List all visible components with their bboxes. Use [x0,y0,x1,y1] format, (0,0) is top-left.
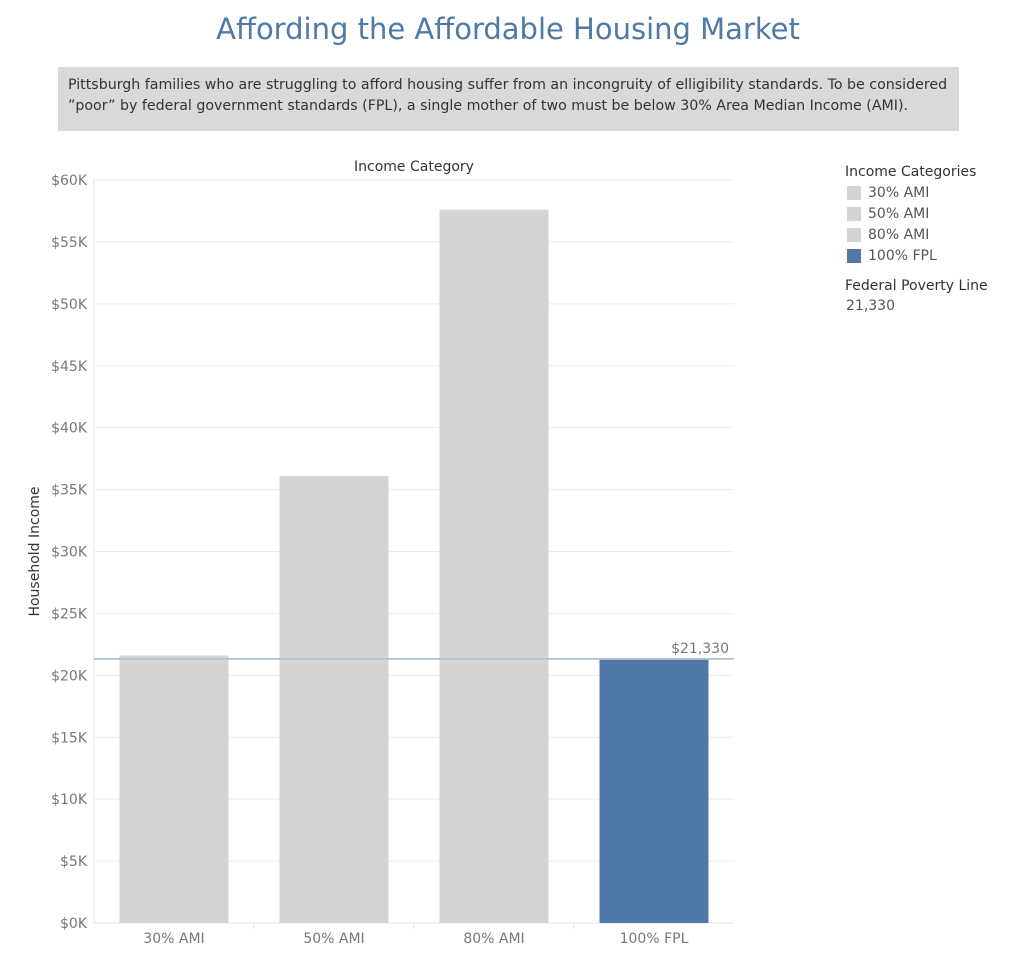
legend-label: 50% AMI [868,205,930,222]
y-tick-label: $40K [51,421,88,437]
y-tick-label: $15K [51,730,88,746]
legend-swatch [847,185,861,200]
y-tick-label: $5K [60,854,88,870]
reference-line-label: $21,330 [671,641,729,657]
description-box: Pittsburgh families who are struggling t… [58,67,959,131]
x-tick-label: 50% AMI [303,931,364,947]
y-tick-label: $10K [51,792,88,808]
y-tick-label: $25K [51,606,88,622]
bar-30-ami[interactable] [119,655,229,923]
legend-label: 80% AMI [868,226,930,243]
y-tick-label: $60K [51,173,88,189]
legend-swatch [847,248,861,263]
legend-item-100-fpl[interactable]: 100% FPL [845,245,1010,266]
legend-item-80-ami[interactable]: 80% AMI [845,224,1010,245]
bar-50-ami[interactable] [279,475,389,923]
y-tick-label: $0K [60,916,88,932]
legend-title: Income Categories [845,164,977,180]
y-tick-label: $45K [51,359,88,375]
legend-swatch [847,206,861,221]
bar-100-fpl[interactable] [599,658,709,923]
legend-item-50-ami[interactable]: 50% AMI [845,203,1010,224]
description-text: Pittsburgh families who are struggling t… [68,77,948,114]
legend-label: 30% AMI [868,184,930,201]
legend: Income Categories 30% AMI 50% AMI 80% AM… [845,162,1010,317]
y-tick-label: $50K [51,297,88,313]
federal-poverty-line-parameter: Federal Poverty Line 21,330 [845,276,1010,317]
x-tick-label: 30% AMI [143,931,204,947]
bar-80-ami[interactable] [439,209,549,924]
x-tick-label: 80% AMI [463,931,524,947]
legend-swatch [847,227,861,242]
y-tick-label: $20K [51,668,88,684]
y-tick-label: $55K [51,235,88,251]
dashboard-title: Affording the Affordable Housing Market [216,12,800,46]
legend-item-30-ami[interactable]: 30% AMI [845,182,1010,203]
fpl-value[interactable]: 21,330 [846,298,895,314]
legend-label: 100% FPL [868,247,937,264]
x-axis-title: Income Category [354,159,474,175]
x-tick-label: 100% FPL [620,931,689,947]
y-axis-title: Household Income [27,486,43,616]
y-tick-label: $30K [51,545,88,561]
fpl-title: Federal Poverty Line [845,278,988,294]
y-tick-label: $35K [51,483,88,499]
